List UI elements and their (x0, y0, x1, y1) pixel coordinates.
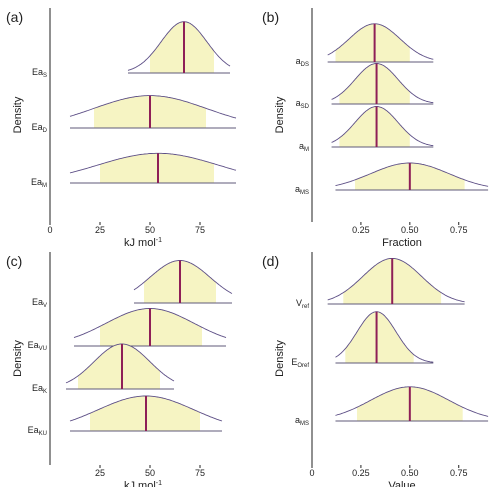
panel-label: (b) (262, 9, 279, 25)
ridge-0: Vref (296, 257, 465, 310)
row-label: EaS (32, 67, 47, 79)
x-tick-label: 0 (309, 468, 314, 478)
ridge-1: EaD (32, 95, 237, 134)
row-label: EaM (31, 177, 47, 189)
panel-label: (a) (6, 9, 23, 25)
ridge-3: aMS (295, 162, 489, 196)
x-tick-label: 75 (195, 225, 205, 235)
ridge-1: EaVU (28, 308, 227, 352)
x-tick-label: 0.50 (401, 468, 419, 478)
x-tick-label: 50 (145, 468, 155, 478)
ridge-1: EOref (291, 311, 434, 369)
panel-label: (d) (262, 253, 279, 269)
ci-area (150, 21, 214, 73)
ridge-2: EaM (31, 152, 237, 189)
y-axis-title: Density (12, 340, 24, 377)
x-axis-title: kJ mol-1 (124, 480, 162, 487)
row-label: EaV (32, 297, 47, 309)
x-tick-label: 75 (195, 468, 205, 478)
density-curve (335, 386, 489, 417)
ridge-0: EaS (32, 21, 231, 79)
x-tick-label: 25 (95, 225, 105, 235)
density-curve (335, 162, 489, 187)
x-tick-label: 50 (145, 225, 155, 235)
density-curve (335, 311, 434, 363)
ridge-1: aSD (296, 63, 434, 110)
ridge-2: aM (299, 106, 434, 153)
ci-area (78, 344, 160, 389)
ridge-2: aMS (295, 386, 489, 427)
row-label: EaD (32, 122, 48, 134)
y-axis-title: Density (12, 96, 24, 133)
row-label: EaK (32, 383, 47, 395)
density-curve (331, 106, 434, 147)
density-curve (69, 95, 237, 119)
x-axis-title: Fraction (382, 237, 422, 249)
panel-1: (b) Density aDS aSD aM aMS 0.25 0.50 0.75 Fractio… (262, 8, 489, 249)
panel-0: (a) Density EaS EaD EaM 0 25 50 75 kJ mol-1 (6, 8, 237, 249)
ci-area (345, 311, 414, 363)
ridge-3: EaKU (28, 395, 223, 437)
y-axis-title: Density (274, 340, 286, 377)
ridge-0: aDS (296, 23, 434, 68)
ci-area (339, 106, 410, 147)
row-label: EOref (291, 357, 309, 369)
density-curve (65, 343, 175, 384)
panel-2: (c) Density EaV EaVU EaK EaKU 25 50 75 kJ mol-1 (6, 252, 233, 487)
row-label: aM (299, 141, 309, 153)
row-label: EaKU (28, 425, 47, 437)
row-label: aDS (296, 56, 309, 68)
density-curve (327, 23, 434, 60)
x-tick-label: 0.75 (450, 225, 468, 235)
row-label: aMS (295, 415, 309, 427)
density-curve (327, 257, 465, 303)
ci-area (339, 63, 410, 104)
x-tick-label: 0 (47, 225, 52, 235)
row-label: Vref (296, 298, 309, 310)
density-curve (331, 63, 434, 104)
density-curve (127, 21, 231, 71)
ci-area (335, 23, 410, 62)
x-tick-label: 0.25 (352, 225, 370, 235)
density-curve (133, 260, 233, 294)
density-curve (69, 152, 237, 174)
ridge-2: EaK (32, 343, 175, 395)
ridge-0: EaV (32, 260, 233, 309)
row-label: aSD (296, 98, 310, 110)
x-tick-label: 0.75 (450, 468, 468, 478)
x-tick-label: 25 (95, 468, 105, 478)
row-label: aMS (295, 184, 309, 196)
panel-3: (d) Density Vref EOref aMS 0 0.25 0.50 0.75 Value (262, 252, 489, 487)
row-label: EaVU (28, 340, 47, 352)
panel-label: (c) (6, 253, 22, 269)
x-axis-title: kJ mol-1 (124, 237, 162, 249)
y-axis-title: Density (274, 96, 286, 133)
x-axis-title: Value (388, 480, 415, 487)
x-tick-label: 0.50 (401, 225, 419, 235)
x-tick-label: 0.25 (352, 468, 370, 478)
